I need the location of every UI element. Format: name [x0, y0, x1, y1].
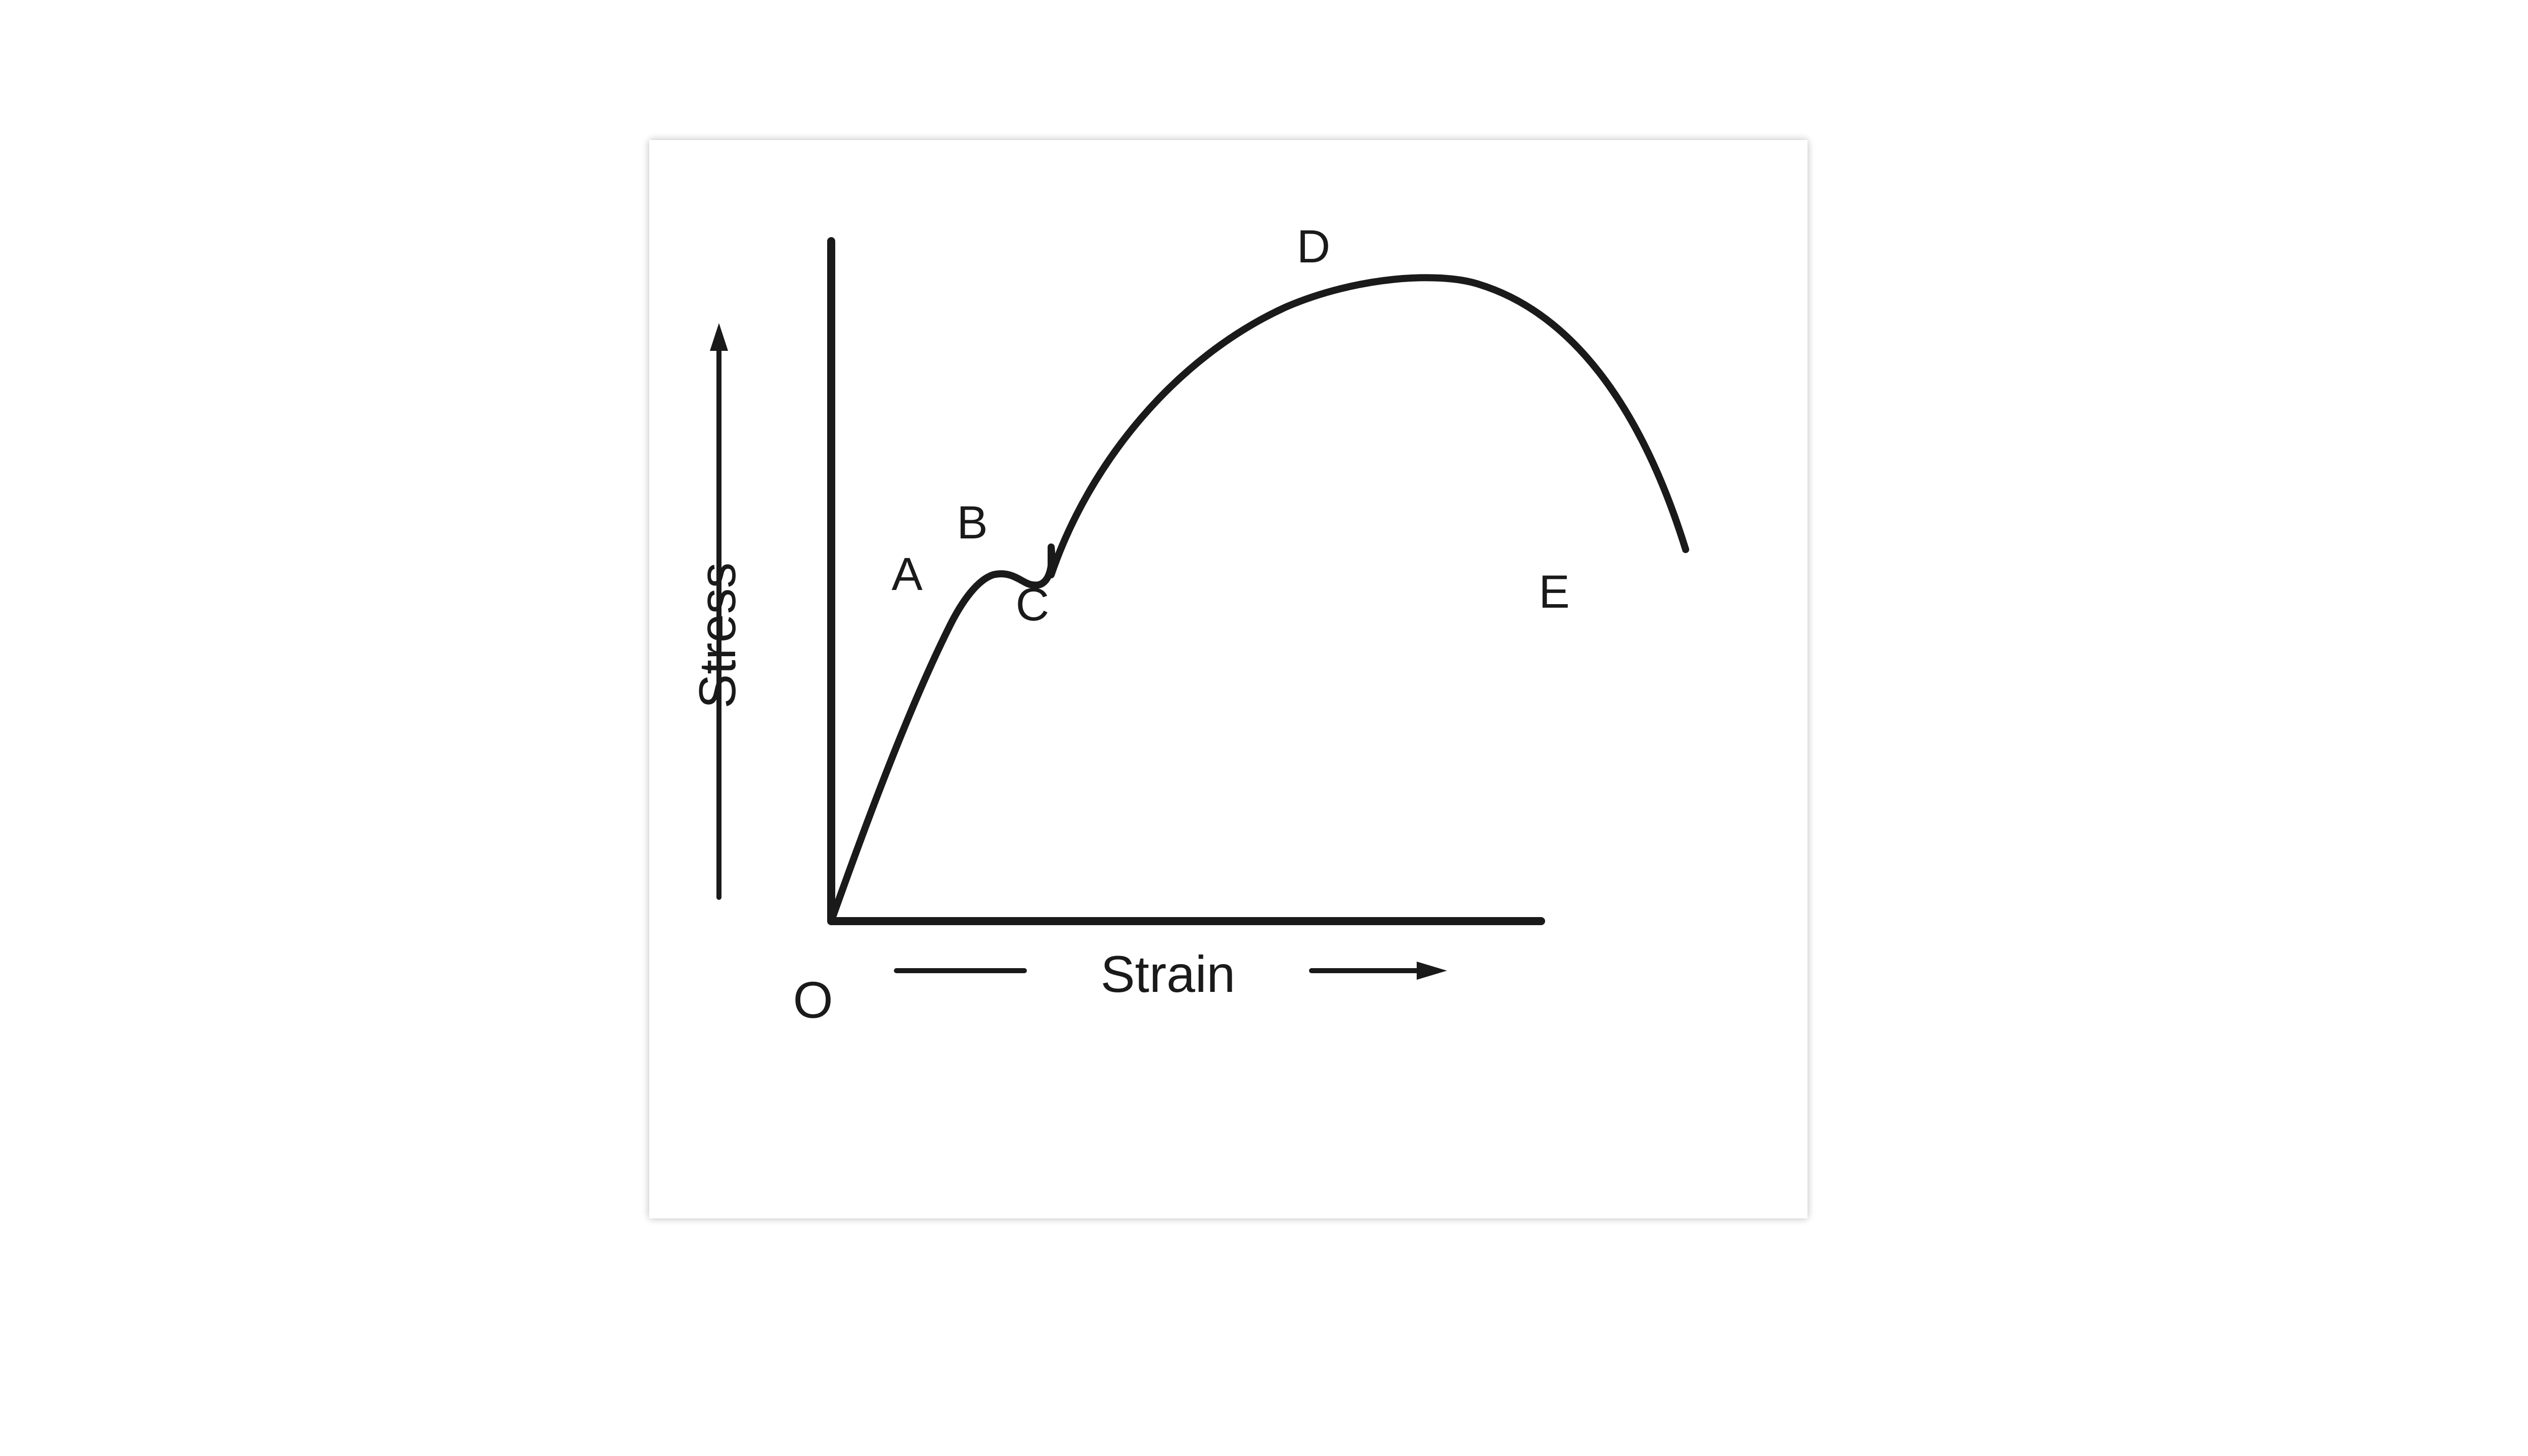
y-axis-label: Stress [689, 562, 746, 708]
origin-label: O [793, 971, 833, 1029]
stress-strain-figure: Stress Strain O A B C D E [649, 140, 1808, 1218]
strain-arrow-head [1417, 962, 1447, 980]
point-d-label: D [1297, 221, 1330, 272]
point-b-label: B [957, 497, 987, 549]
point-e-label: E [1539, 566, 1569, 618]
stress-arrow-head [710, 323, 728, 351]
x-axis-label: Strain [1101, 945, 1235, 1003]
point-a-label: A [891, 549, 923, 600]
stress-strain-diagram: Stress Strain O A B C D E [689, 221, 1689, 1029]
point-c-label: C [1016, 579, 1049, 630]
stress-strain-curve [828, 274, 1689, 925]
